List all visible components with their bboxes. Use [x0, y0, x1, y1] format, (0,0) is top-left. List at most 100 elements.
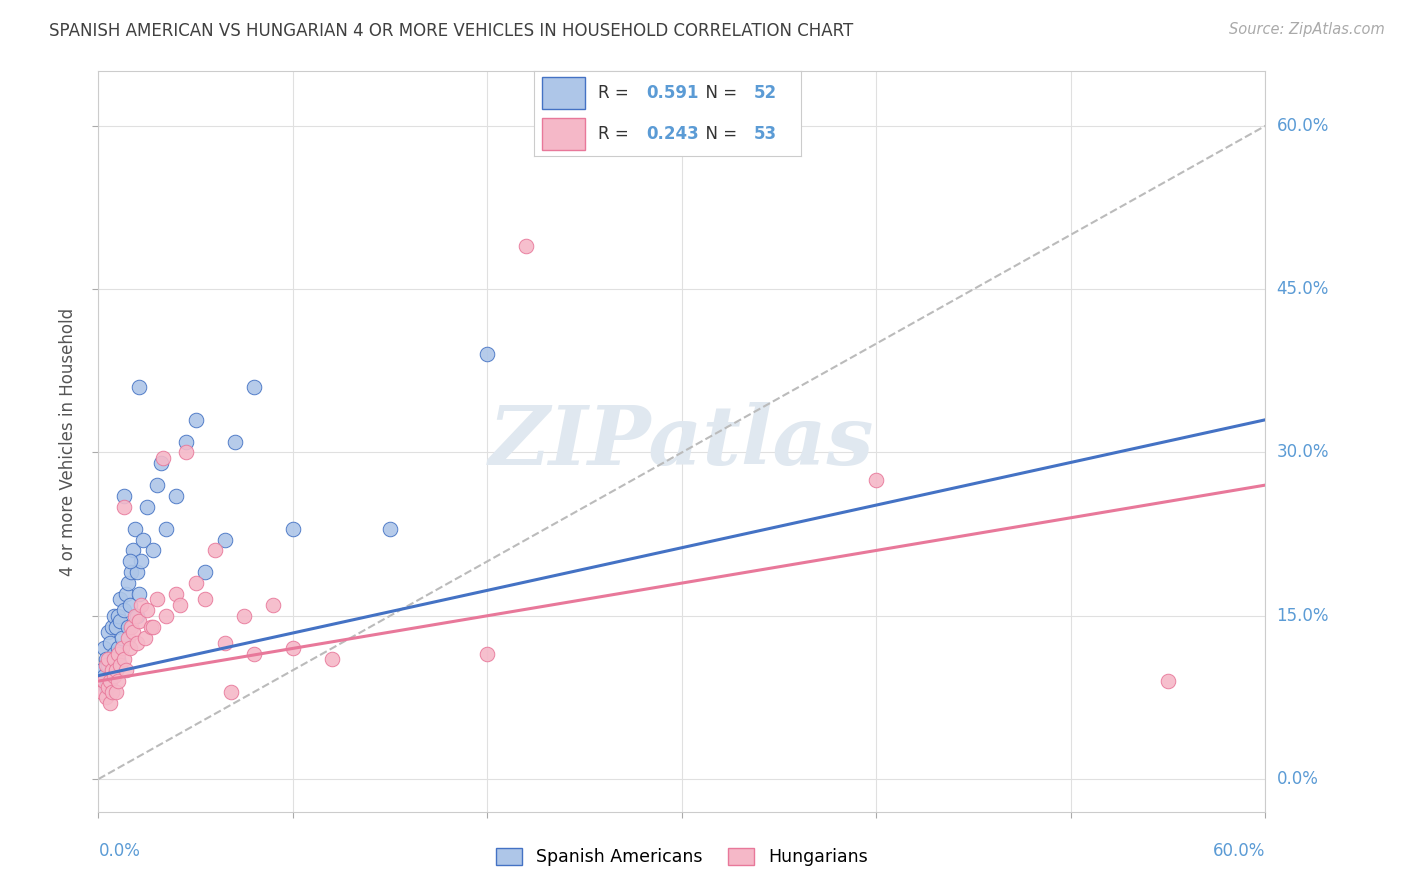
Hungarians — [97, 652, 120, 666]
Spanish Americans — [93, 641, 115, 656]
Spanish Americans — [380, 522, 402, 536]
Hungarians — [262, 598, 284, 612]
Hungarians — [97, 680, 120, 694]
Spanish Americans — [93, 668, 115, 682]
Spanish Americans — [111, 631, 134, 645]
Y-axis label: 4 or more Vehicles in Household: 4 or more Vehicles in Household — [59, 308, 77, 575]
Hungarians — [477, 647, 499, 661]
Hungarians — [243, 647, 266, 661]
Hungarians — [169, 598, 191, 612]
Spanish Americans — [122, 543, 145, 558]
Spanish Americans — [127, 565, 149, 579]
Hungarians — [122, 625, 145, 640]
Hungarians — [118, 641, 141, 656]
Spanish Americans — [146, 478, 169, 492]
Spanish Americans — [117, 576, 139, 591]
Spanish Americans — [281, 522, 304, 536]
Text: 60.0%: 60.0% — [1277, 117, 1329, 135]
Hungarians — [96, 657, 118, 672]
Spanish Americans — [98, 674, 121, 689]
Spanish Americans — [121, 565, 143, 579]
Hungarians — [134, 631, 156, 645]
Spanish Americans — [112, 603, 135, 617]
Text: 0.0%: 0.0% — [98, 842, 141, 860]
Hungarians — [112, 500, 135, 514]
Spanish Americans — [174, 434, 197, 449]
Hungarians — [214, 636, 236, 650]
Spanish Americans — [104, 663, 127, 677]
Legend: Spanish Americans, Hungarians: Spanish Americans, Hungarians — [489, 841, 875, 873]
Hungarians — [108, 657, 131, 672]
Text: 52: 52 — [754, 85, 776, 103]
Spanish Americans — [127, 608, 149, 623]
Hungarians — [98, 696, 121, 710]
Hungarians — [98, 674, 121, 689]
Spanish Americans — [104, 619, 127, 633]
Spanish Americans — [101, 663, 124, 677]
Spanish Americans — [149, 456, 172, 470]
Spanish Americans — [103, 647, 125, 661]
Spanish Americans — [118, 554, 141, 568]
Text: 45.0%: 45.0% — [1277, 280, 1329, 298]
Spanish Americans — [128, 587, 150, 601]
Text: R =: R = — [599, 125, 634, 143]
Text: 60.0%: 60.0% — [1213, 842, 1265, 860]
Hungarians — [152, 450, 174, 465]
Spanish Americans — [477, 347, 499, 361]
Hungarians — [117, 631, 139, 645]
Spanish Americans — [107, 608, 129, 623]
Text: SPANISH AMERICAN VS HUNGARIAN 4 OR MORE VEHICLES IN HOUSEHOLD CORRELATION CHART: SPANISH AMERICAN VS HUNGARIAN 4 OR MORE … — [49, 22, 853, 40]
Hungarians — [155, 608, 177, 623]
Spanish Americans — [224, 434, 246, 449]
Hungarians — [127, 636, 149, 650]
Spanish Americans — [108, 592, 131, 607]
Text: 0.591: 0.591 — [647, 85, 699, 103]
Spanish Americans — [112, 489, 135, 503]
Hungarians — [124, 608, 146, 623]
Text: ZIPatlas: ZIPatlas — [489, 401, 875, 482]
Spanish Americans — [96, 680, 118, 694]
Spanish Americans — [214, 533, 236, 547]
Hungarians — [142, 619, 165, 633]
Hungarians — [112, 652, 135, 666]
Hungarians — [136, 603, 159, 617]
Hungarians — [114, 663, 136, 677]
FancyBboxPatch shape — [543, 118, 585, 150]
Hungarians — [96, 690, 118, 705]
Spanish Americans — [101, 619, 124, 633]
Text: 53: 53 — [754, 125, 776, 143]
Hungarians — [101, 685, 124, 699]
Spanish Americans — [117, 619, 139, 633]
Hungarians — [321, 652, 343, 666]
Text: N =: N = — [695, 85, 742, 103]
Hungarians — [165, 587, 187, 601]
Hungarians — [104, 663, 127, 677]
Spanish Americans — [243, 380, 266, 394]
Hungarians — [865, 473, 887, 487]
Hungarians — [91, 685, 114, 699]
Spanish Americans — [97, 625, 120, 640]
Spanish Americans — [184, 413, 207, 427]
Spanish Americans — [91, 663, 114, 677]
Hungarians — [107, 674, 129, 689]
Hungarians — [129, 598, 152, 612]
Hungarians — [101, 663, 124, 677]
Spanish Americans — [128, 380, 150, 394]
Hungarians — [104, 685, 127, 699]
Hungarians — [515, 238, 537, 252]
Hungarians — [121, 619, 143, 633]
Spanish Americans — [194, 565, 217, 579]
Spanish Americans — [142, 543, 165, 558]
Hungarians — [107, 647, 129, 661]
Spanish Americans — [136, 500, 159, 514]
Spanish Americans — [165, 489, 187, 503]
Spanish Americans — [108, 614, 131, 628]
Spanish Americans — [107, 641, 129, 656]
Spanish Americans — [129, 554, 152, 568]
Text: 15.0%: 15.0% — [1277, 607, 1329, 624]
Spanish Americans — [103, 608, 125, 623]
Spanish Americans — [124, 522, 146, 536]
Spanish Americans — [118, 598, 141, 612]
Text: 0.243: 0.243 — [647, 125, 699, 143]
Text: N =: N = — [695, 125, 742, 143]
